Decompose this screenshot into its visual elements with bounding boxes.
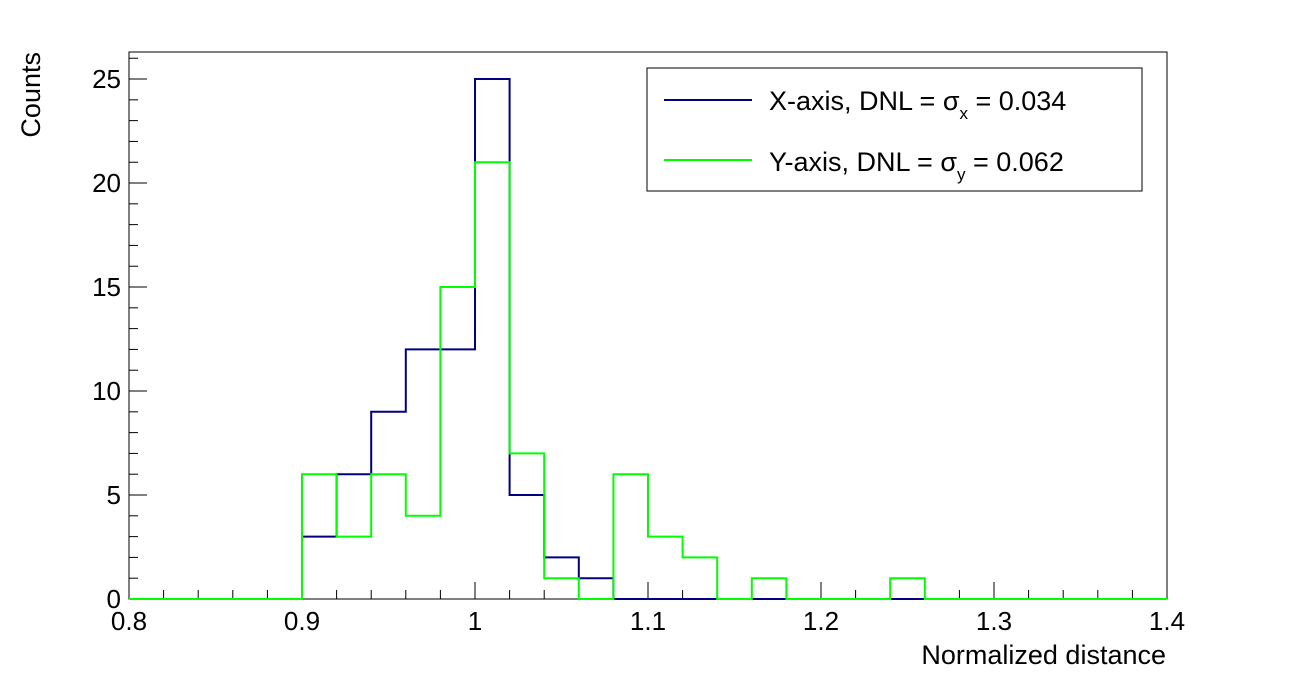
x-tick-label: 0.9 bbox=[284, 606, 320, 636]
x-tick-label: 1.4 bbox=[1149, 606, 1185, 636]
series-layer bbox=[129, 78, 1167, 600]
x-tick-label: 1 bbox=[468, 606, 482, 636]
histogram-series-y-axis bbox=[129, 161, 1167, 600]
y-axis-title: Counts bbox=[16, 52, 46, 138]
y-axis-ticks: 0 5 10 15 20 25 bbox=[92, 57, 147, 614]
x-axis-ticks: 0.8 0.9 1 1.1 1.2 1.3 1.4 bbox=[111, 582, 1185, 636]
y-tick-label: 5 bbox=[107, 480, 121, 510]
x-tick-label: 0.8 bbox=[111, 606, 147, 636]
x-tick-label: 1.2 bbox=[803, 606, 839, 636]
legend-label-x-axis: X-axis, DNL = σx = 0.034 bbox=[769, 86, 1066, 123]
y-tick-label: 10 bbox=[92, 376, 121, 406]
x-tick-label: 1.1 bbox=[630, 606, 666, 636]
y-tick-label: 15 bbox=[92, 272, 121, 302]
legend: X-axis, DNL = σx = 0.034 Y-axis, DNL = σ… bbox=[646, 67, 1143, 192]
legend-label-y-axis: Y-axis, DNL = σy = 0.062 bbox=[769, 147, 1064, 184]
y-tick-label: 20 bbox=[92, 168, 121, 198]
y-tick-label: 25 bbox=[92, 64, 121, 94]
y-tick-label: 0 bbox=[107, 584, 121, 614]
x-axis-title: Normalized distance bbox=[921, 640, 1166, 670]
legend-box bbox=[646, 67, 1143, 192]
x-tick-label: 1.3 bbox=[976, 606, 1012, 636]
